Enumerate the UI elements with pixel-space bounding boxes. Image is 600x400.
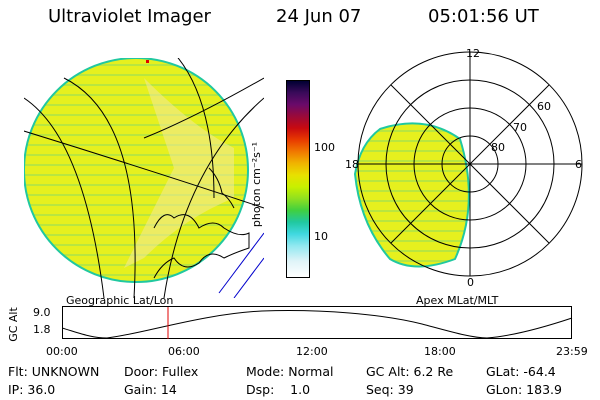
altitude-plot: [62, 306, 573, 339]
coastline: [153, 214, 250, 279]
altitude-xtick-2359: 23:59: [556, 345, 588, 358]
altitude-ytick-1_8: 1.8: [33, 323, 51, 336]
altitude-xtick-0600: 06:00: [168, 345, 200, 358]
mlt-label-18: 18: [345, 158, 359, 171]
colorbar: [286, 80, 310, 278]
mlt-label-0: 0: [467, 276, 474, 289]
info-mode: Mode: Normal: [246, 364, 334, 379]
image-border: [24, 58, 249, 283]
altitude-plot-frame: [62, 306, 572, 339]
altitude-ytick-9: 9.0: [33, 306, 51, 319]
altitude-xtick-0000: 00:00: [46, 345, 78, 358]
observation-date: 24 Jun 07: [276, 6, 362, 27]
instrument-title: Ultraviolet Imager: [48, 6, 211, 27]
geographic-caption: Geographic Lat/Lon: [66, 294, 174, 307]
marker: [146, 60, 149, 63]
info-door: Door: Fullex: [124, 364, 199, 379]
colorbar-tick-100: 100: [314, 141, 335, 154]
mlat-label-80: 80: [491, 141, 505, 154]
coastline-east: [208, 167, 235, 209]
info-gain: Gain: 14: [124, 382, 177, 397]
info-glat: GLat: -64.4: [486, 364, 556, 379]
info-glon: GLon: 183.9: [486, 382, 562, 397]
altitude-curve: [62, 310, 573, 339]
geographic-image-disk: [24, 58, 248, 282]
altitude-xtick-1200: 12:00: [296, 345, 328, 358]
altitude-ylabel: GC Alt: [6, 307, 20, 342]
info-ip: IP: 36.0: [8, 382, 56, 397]
mlat-label-60: 60: [537, 100, 551, 113]
altitude-xtick-1800: 18:00: [424, 345, 456, 358]
observation-time: 05:01:56 UT: [428, 6, 539, 27]
info-gc-alt: GC Alt: 6.2 Re: [366, 364, 454, 379]
colorbar-unit-label: photon cm⁻²s⁻¹: [250, 141, 264, 228]
colorbar-tick-10: 10: [314, 230, 328, 243]
info-seq: Seq: 39: [366, 382, 414, 397]
magnetic-caption: Apex MLat/MLT: [416, 294, 499, 307]
info-dsp: Dsp: 1.0: [246, 382, 311, 397]
mlt-label-12: 12: [466, 47, 480, 60]
magnetic-polar-plot: [353, 51, 583, 277]
mlt-label-6: 6: [575, 158, 582, 171]
auroral-image: [353, 122, 470, 268]
mlat-label-70: 70: [513, 121, 527, 134]
lat-lon-grid: [24, 58, 264, 298]
geographic-image-panel: [24, 58, 264, 298]
polar-grid: [357, 51, 583, 277]
info-flight: Flt: UNKNOWN: [8, 364, 100, 379]
